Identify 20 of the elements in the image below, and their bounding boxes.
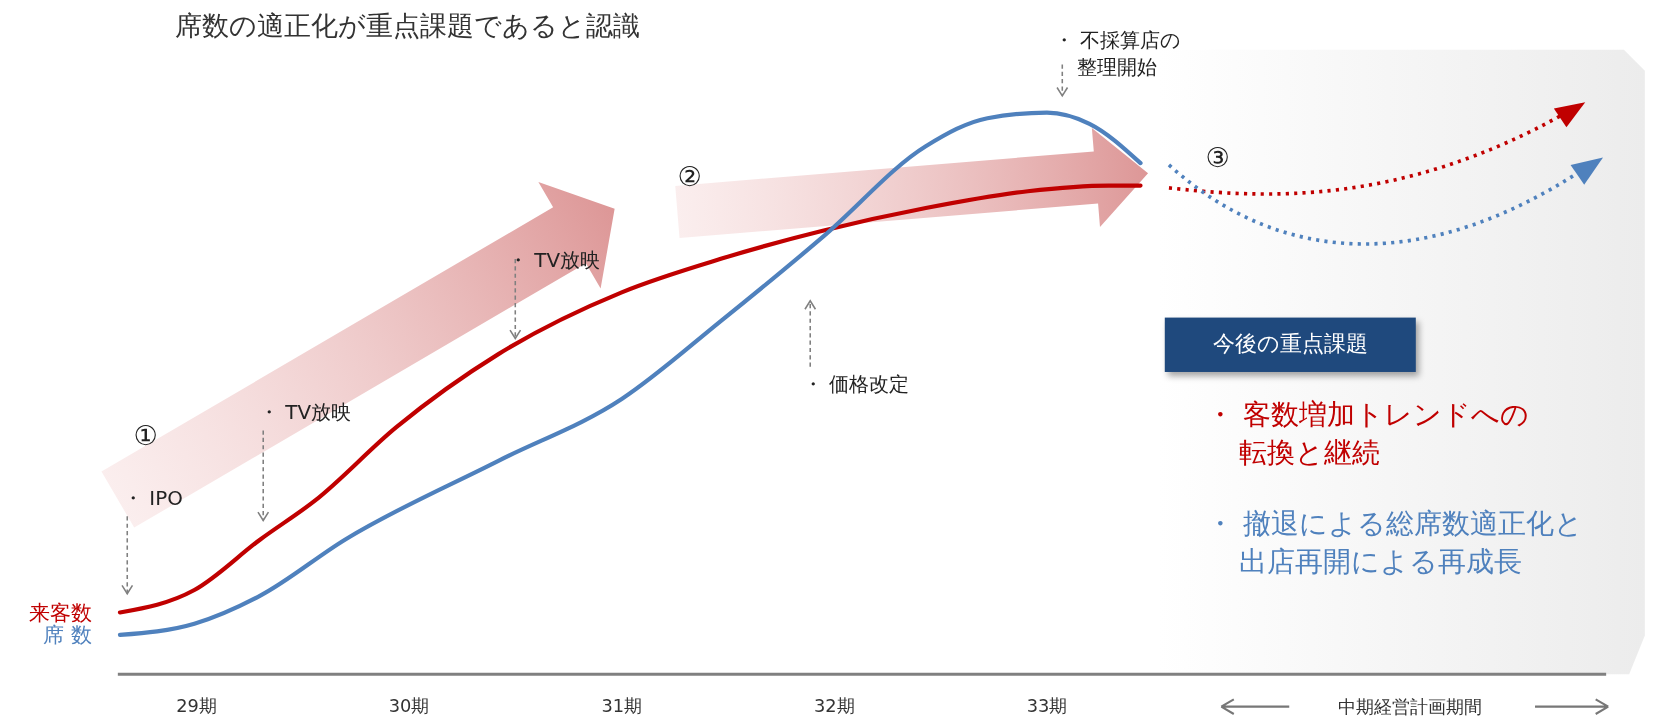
annotation: ① [133, 420, 158, 452]
x-tick-label: 31期 [601, 694, 643, 716]
series-label: 来客数 [28, 600, 92, 625]
chart-title: 席数の適正化が重点課題であると認識 [175, 10, 641, 42]
text: 中期経営計画期間 [1337, 695, 1482, 717]
x-tick-label: 30期 [388, 694, 430, 716]
annotation: ・ TV放映 [259, 401, 352, 425]
x-tick-label: 29期 [176, 694, 217, 716]
annotation: ・ IPO [123, 486, 183, 510]
series-label: 席 数 [43, 623, 92, 648]
annotation: ・ 価格改定 [802, 372, 910, 396]
annotation: ③ [1205, 141, 1230, 173]
annotation: 今後の重点課題 [1212, 331, 1368, 357]
annotation: ・ TV放映 [507, 249, 600, 273]
x-tick-label: 32期 [814, 694, 855, 716]
annotation: ・ 撤退による総席数適正化と出店再開による再成長 [1205, 507, 1583, 579]
annotation: ・ 客数増加トレンドへの転換と継続 [1205, 398, 1529, 470]
text: ・ 不採算店の整理開始 [1053, 28, 1181, 79]
x-tick-label: 33期 [1026, 694, 1068, 716]
annotation: ② [677, 160, 702, 192]
